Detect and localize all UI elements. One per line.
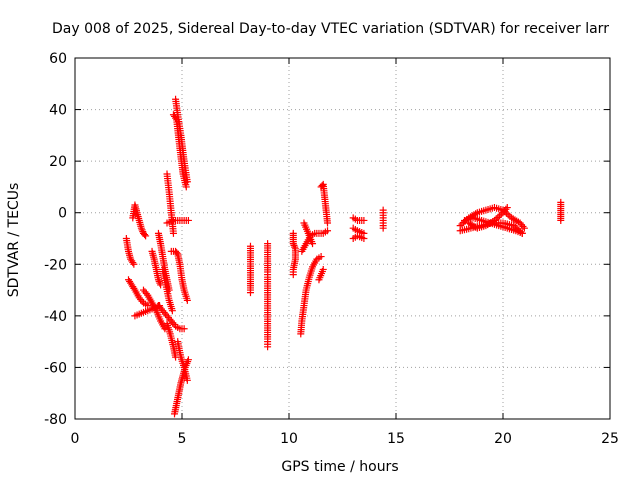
y-tick-label: 0 bbox=[58, 206, 67, 222]
data-point bbox=[264, 343, 272, 351]
chart-title: Day 008 of 2025, Sidereal Day-to-day VTE… bbox=[52, 21, 609, 37]
data-point bbox=[324, 227, 332, 235]
data-point bbox=[291, 243, 299, 251]
data-point bbox=[490, 216, 498, 224]
data-point bbox=[138, 226, 146, 234]
data-point bbox=[360, 216, 368, 224]
data-point bbox=[518, 229, 526, 237]
data-point bbox=[502, 205, 510, 213]
data-point bbox=[557, 216, 565, 224]
data-point bbox=[318, 182, 326, 190]
x-tick-label: 5 bbox=[178, 431, 187, 447]
data-point bbox=[170, 320, 178, 328]
data-point bbox=[183, 376, 191, 384]
data-point bbox=[309, 240, 317, 248]
y-tick-label: -40 bbox=[44, 309, 67, 325]
gridlines bbox=[75, 58, 610, 419]
data-point bbox=[317, 253, 325, 261]
data-point bbox=[289, 240, 297, 248]
data-point bbox=[137, 224, 145, 232]
x-tick-label: 25 bbox=[601, 431, 619, 447]
data-point bbox=[141, 231, 149, 239]
data-point bbox=[169, 229, 177, 237]
data-point bbox=[184, 216, 192, 224]
x-tick-label: 10 bbox=[280, 431, 298, 447]
plot-frame bbox=[74, 57, 611, 420]
data-point bbox=[183, 178, 191, 186]
data-point bbox=[183, 296, 191, 304]
data-point bbox=[155, 277, 163, 285]
data-point bbox=[142, 232, 150, 240]
data-point bbox=[492, 215, 500, 223]
data-point bbox=[315, 276, 323, 284]
data-point bbox=[458, 220, 466, 228]
data-point bbox=[180, 325, 188, 333]
x-axis-label: GPS time / hours bbox=[281, 459, 398, 475]
data-point bbox=[182, 183, 190, 191]
data-point bbox=[360, 235, 368, 242]
x-axis-ticks: 0 5 10 15 20 25 bbox=[71, 58, 619, 447]
data-point bbox=[289, 271, 297, 279]
data-point bbox=[504, 211, 512, 219]
data-point bbox=[324, 219, 332, 227]
y-tick-label: -20 bbox=[44, 257, 67, 273]
data-point bbox=[142, 290, 150, 298]
data-point bbox=[246, 289, 254, 297]
data-points bbox=[122, 95, 565, 418]
x-tick-label: 0 bbox=[71, 431, 80, 447]
data-point bbox=[130, 284, 138, 292]
data-point bbox=[138, 297, 146, 305]
data-point bbox=[519, 222, 527, 230]
data-point bbox=[503, 204, 511, 212]
data-point bbox=[520, 224, 528, 232]
data-point bbox=[129, 259, 137, 267]
y-tick-label: 20 bbox=[49, 154, 67, 170]
data-point bbox=[184, 356, 192, 364]
data-point bbox=[290, 241, 298, 249]
y-tick-label: 60 bbox=[49, 51, 67, 67]
x-tick-label: 15 bbox=[387, 431, 405, 447]
x-tick-label: 20 bbox=[494, 431, 512, 447]
data-point bbox=[168, 307, 176, 315]
data-point bbox=[497, 210, 505, 218]
data-point bbox=[494, 213, 502, 221]
data-point bbox=[154, 276, 162, 284]
y-tick-label: -60 bbox=[44, 360, 67, 376]
data-point bbox=[496, 212, 504, 220]
y-axis-label: SDTVAR / TECUs bbox=[6, 183, 22, 298]
data-point bbox=[173, 249, 181, 257]
y-axis-ticks: -80 -60 -40 -20 0 20 40 60 bbox=[44, 51, 610, 428]
y-tick-label: -80 bbox=[44, 412, 67, 428]
data-point bbox=[130, 260, 138, 268]
y-tick-label: 40 bbox=[49, 103, 67, 119]
data-point bbox=[379, 224, 387, 232]
